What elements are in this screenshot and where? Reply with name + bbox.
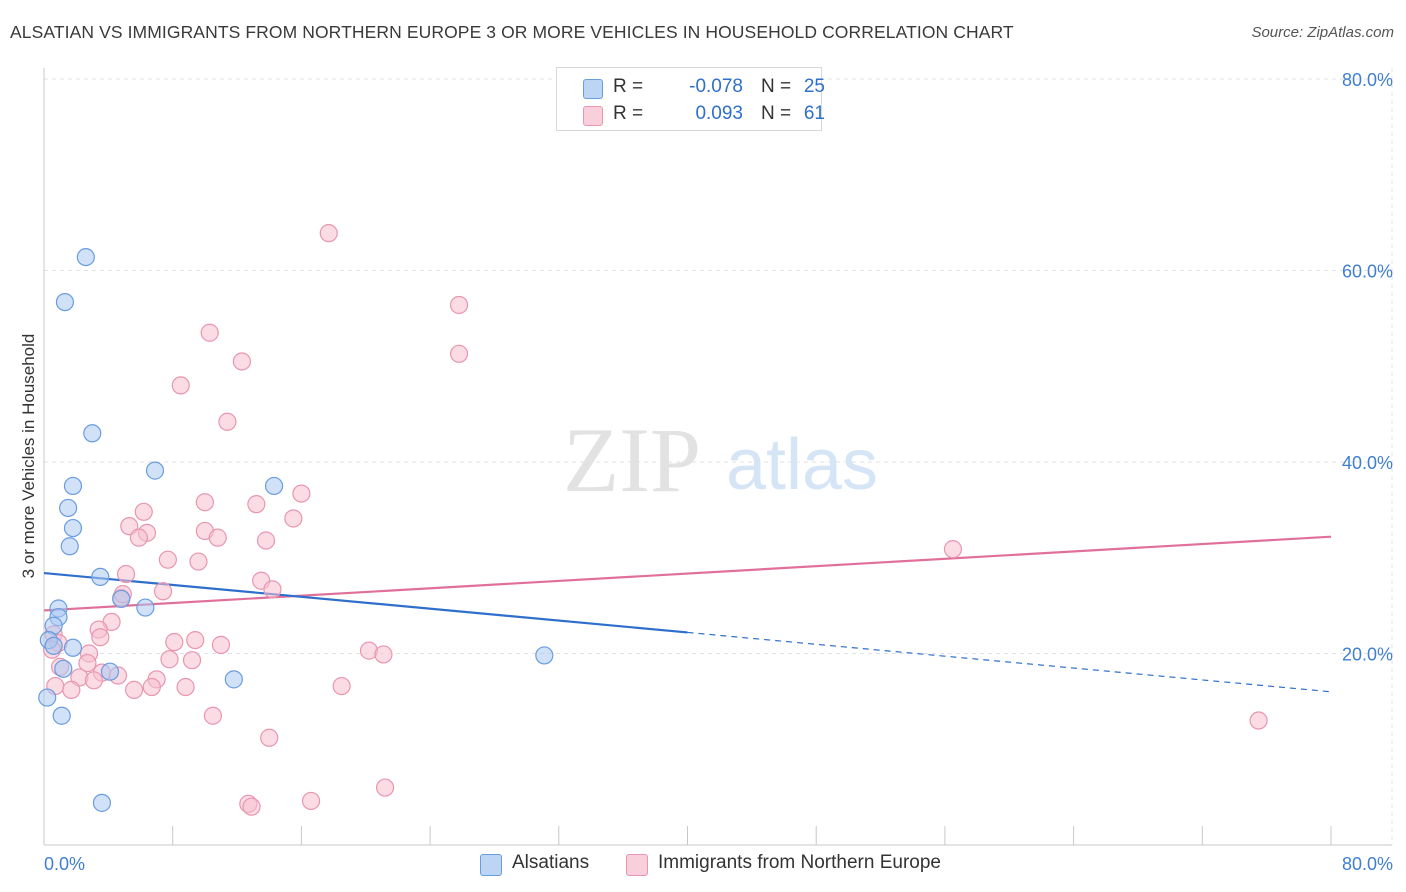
immigrants-point (160, 650, 179, 669)
immigrants-point (319, 224, 338, 243)
legend-n-value: 25 (803, 76, 825, 97)
immigrants-trend-line (43, 535, 1332, 612)
immigrants-point (263, 580, 282, 599)
legend-r-label: R = (613, 76, 644, 97)
chart-source: Source: ZipAtlas.com (1251, 24, 1394, 41)
legend-r-value: 0.093 (695, 103, 743, 124)
alsatians-point (224, 670, 243, 689)
immigrants-point (292, 484, 311, 503)
immigrants-point (375, 778, 395, 797)
immigrants-point (129, 528, 149, 547)
immigrants-point (195, 493, 214, 512)
immigrants-point (232, 352, 251, 371)
immigrants-point (247, 495, 266, 514)
immigrants-swatch (626, 854, 648, 876)
immigrants-point (449, 344, 469, 363)
alsatians-point (54, 659, 73, 678)
data-points (38, 224, 1268, 816)
alsatians-point (59, 498, 78, 518)
alsatians-swatch (480, 854, 502, 876)
immigrants-point (84, 671, 103, 690)
correlation-legend: R = -0.078 N = 25 R = 0.093 N = 61 (556, 67, 825, 131)
alsatians-point (38, 688, 57, 707)
alsatians-point (535, 646, 554, 665)
immigrants-point (153, 582, 173, 601)
chart-title: ALSATIAN VS IMMIGRANTS FROM NORTHERN EUR… (10, 22, 1014, 42)
immigrants-point (218, 412, 237, 431)
immigrants-point (176, 677, 195, 697)
immigrants-point (200, 323, 219, 342)
immigrants-point (449, 295, 469, 315)
immigrants-point (78, 653, 97, 673)
immigrants-point (186, 630, 205, 650)
x-tick-label: 80.0% (1342, 854, 1393, 874)
immigrants-point (165, 632, 184, 652)
alsatians-point (92, 793, 112, 812)
immigrants-point (124, 680, 144, 699)
immigrants-point (158, 550, 177, 569)
x-tick-label: 0.0% (44, 854, 85, 874)
watermark-atlas: atlas (726, 425, 878, 505)
alsatians-swatch (583, 79, 603, 99)
legend-label-alsatians: Alsatians (512, 852, 590, 873)
immigrants-point (260, 728, 279, 747)
immigrants-point (134, 502, 153, 521)
axes (43, 68, 1392, 846)
legend-n-value: 61 (803, 103, 825, 124)
alsatians-point (63, 476, 83, 496)
immigrants-point (1249, 711, 1268, 730)
alsatians-point (145, 461, 165, 480)
y-tick-label: 80.0% (1342, 70, 1393, 90)
alsatians-point (63, 638, 83, 657)
immigrants-point (284, 509, 303, 528)
alsatians-trend-extension (687, 631, 1332, 693)
immigrants-point (943, 540, 963, 559)
immigrants-point (301, 791, 321, 811)
y-tick-label: 40.0% (1342, 453, 1393, 473)
alsatians-point (52, 706, 71, 725)
immigrants-point (208, 528, 227, 547)
watermark: ZIP atlas (563, 409, 878, 511)
alsatians-point (60, 537, 79, 556)
alsatians-point (91, 567, 110, 587)
immigrants-point (189, 552, 208, 571)
alsatians-point (63, 518, 83, 538)
alsatians-point (264, 476, 284, 496)
alsatians-point (100, 662, 120, 681)
grid-lines (44, 68, 1393, 845)
legend-r-label: R = (613, 103, 644, 124)
alsatians-point (44, 636, 63, 655)
alsatians-trend-line (43, 571, 688, 634)
immigrants-point (142, 677, 161, 697)
y-tick-label: 60.0% (1342, 262, 1393, 282)
immigrants-point (171, 376, 190, 395)
immigrants-point (332, 676, 351, 696)
alsatians-point (83, 424, 102, 443)
immigrants-swatch (583, 106, 603, 126)
legend-n-label: N = (761, 103, 792, 124)
alsatians-point (112, 589, 131, 609)
immigrants-point (211, 635, 231, 654)
immigrants-point (182, 651, 202, 670)
immigrants-point (62, 680, 81, 699)
legend-label-immigrants: Immigrants from Northern Europe (658, 852, 941, 873)
alsatians-point (136, 598, 155, 617)
y-axis-label: 3 or more Vehicles in Household (19, 334, 38, 579)
watermark-zip: ZIP (563, 409, 701, 511)
immigrants-point (203, 706, 223, 725)
immigrants-point (256, 531, 276, 550)
alsatians-point (76, 247, 95, 267)
immigrants-point (374, 645, 393, 664)
tick-labels: 20.0% 40.0% 60.0% 80.0% 0.0% 80.0% (44, 70, 1393, 874)
alsatians-point (55, 292, 75, 312)
immigrants-point (91, 628, 110, 647)
trend-lines (43, 535, 1332, 693)
y-tick-label: 20.0% (1342, 645, 1393, 665)
legend-r-value: -0.078 (689, 76, 743, 97)
immigrants-point (242, 797, 261, 816)
legend-n-label: N = (761, 76, 792, 97)
immigrants-point (116, 564, 136, 584)
